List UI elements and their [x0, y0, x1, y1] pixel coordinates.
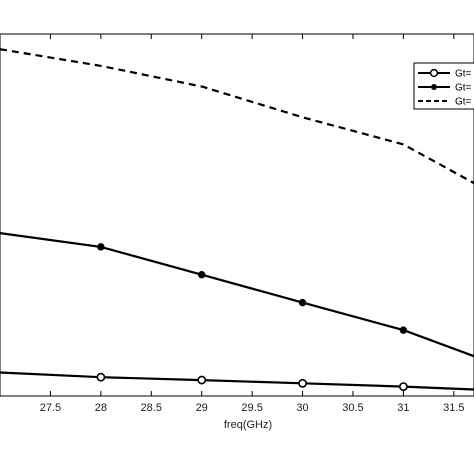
- x-tick-label: 30.5: [342, 402, 363, 414]
- legend-label-1: Gt=: [455, 69, 472, 80]
- x-tick-label: 29: [196, 402, 208, 414]
- x-tick-label: 31: [397, 402, 409, 414]
- series-2-point: [298, 298, 307, 307]
- x-tick-label: 27.5: [40, 402, 61, 414]
- x-tick-label: 28.5: [141, 402, 162, 414]
- legend-marker-2: [431, 84, 437, 90]
- x-tick-label: 29.5: [241, 402, 262, 414]
- series-layer: [0, 48, 474, 391]
- x-tick-label: 31.5: [443, 402, 464, 414]
- series-1-point: [96, 372, 106, 382]
- x-tick-label: 30: [296, 402, 308, 414]
- x-axis-label: freq(GHz): [224, 419, 272, 431]
- series-2-point: [399, 326, 408, 334]
- series-line-2: [0, 232, 474, 358]
- series-2-point: [198, 271, 206, 279]
- series-1-point: [298, 378, 307, 388]
- legend: Gt= Gt= Gt=: [413, 62, 474, 110]
- series-2-point: [97, 243, 105, 251]
- plot-frame: [0, 33, 474, 397]
- series-line-3: [0, 48, 474, 185]
- legend-label-2: Gt=: [455, 83, 472, 94]
- legend-label-3: Gt=: [455, 97, 472, 108]
- series-1-point: [399, 382, 408, 391]
- x-tick-label: 28: [95, 402, 107, 414]
- series-1-point: [197, 375, 207, 385]
- legend-marker-1: [429, 68, 439, 78]
- series-line-1: [0, 371, 474, 391]
- x-axis-ticks: 27.5 28 28.5 29 29.5 30 30.5 31 31.5: [40, 34, 465, 414]
